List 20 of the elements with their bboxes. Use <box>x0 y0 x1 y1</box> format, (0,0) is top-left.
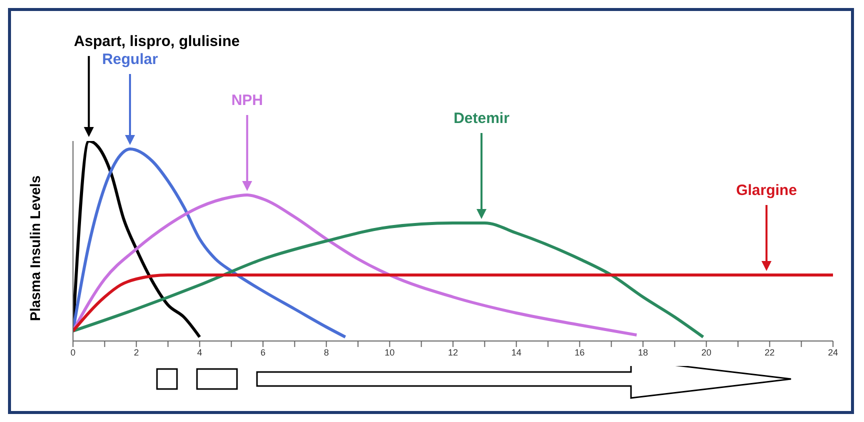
x-tick-label: 24 <box>828 347 838 358</box>
x-tick-label: 6 <box>260 347 266 358</box>
text: Regular <box>102 51 158 68</box>
text: Detemir <box>454 110 510 127</box>
frame: Aspart, lispro, glulisine Regular NPH Detemir Glargine 0 2 4 6 8 10 12 14 16 18 20 22 24 Plasma Insulin Levels <box>8 8 854 414</box>
x-tick-label: 22 <box>764 347 775 358</box>
y-axis-title: Plasma Insulin Levels <box>26 175 43 321</box>
x-tick-label: 2 <box>134 347 139 358</box>
text: Aspart, lispro, glulisine <box>74 33 240 50</box>
x-tick-label: 18 <box>638 347 648 358</box>
x-tick-label: 4 <box>197 347 202 358</box>
x-tick-label: 16 <box>574 347 585 358</box>
text: NPH <box>231 92 264 109</box>
x-tick-label: 0 <box>70 347 76 358</box>
x-tick-label: 12 <box>448 347 458 358</box>
x-tick-label: 14 <box>511 347 522 358</box>
x-tick-label: 10 <box>384 347 395 358</box>
annotation: Glargine <box>736 182 797 199</box>
x-tick-label: 20 <box>701 347 712 358</box>
x-tick-label: 8 <box>324 347 329 358</box>
